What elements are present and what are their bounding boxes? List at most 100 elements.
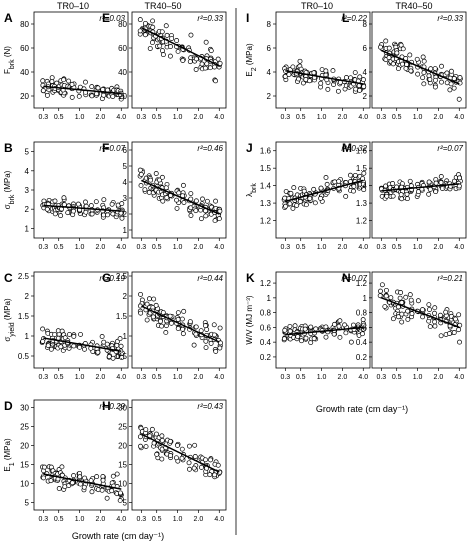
x-tick-label: 2.0 — [96, 244, 106, 251]
data-point — [282, 327, 288, 333]
data-point — [176, 190, 182, 196]
data-point — [159, 48, 165, 54]
data-point — [447, 331, 452, 336]
x-tick-label: 0.5 — [296, 114, 306, 121]
data-point — [281, 336, 287, 342]
data-point — [191, 465, 197, 471]
y-tick-label: 2 — [25, 292, 30, 301]
r-squared-label: r²=0.46 — [197, 144, 223, 153]
data-point — [388, 295, 394, 301]
data-point — [49, 75, 55, 81]
data-point — [347, 172, 353, 178]
panel-letter: D — [4, 399, 13, 413]
data-point — [137, 434, 143, 440]
data-point — [208, 48, 214, 54]
x-tick-label: 1.0 — [75, 374, 85, 381]
data-point — [158, 318, 163, 324]
data-point — [163, 329, 169, 335]
data-point — [457, 322, 463, 328]
trend-line — [285, 70, 364, 85]
data-point — [204, 198, 210, 204]
data-point — [137, 167, 143, 173]
trend-line — [381, 183, 460, 192]
y-tick-label: 6 — [123, 146, 128, 155]
data-point — [282, 195, 288, 201]
y-tick-label: 6 — [267, 44, 272, 53]
data-point — [208, 340, 214, 346]
data-point — [361, 84, 367, 89]
data-point — [75, 201, 81, 207]
panel-frame — [33, 141, 129, 239]
data-point — [409, 311, 415, 317]
data-point — [114, 471, 120, 477]
data-point — [40, 78, 46, 84]
data-point — [456, 327, 462, 333]
data-point — [325, 86, 331, 92]
y-tick-label: 0.5 — [18, 352, 30, 361]
y-tick-label: 0.6 — [356, 323, 368, 332]
data-point — [395, 66, 401, 71]
data-point — [59, 464, 65, 470]
trend-line — [43, 337, 122, 352]
data-point — [407, 52, 413, 58]
column-header-right-2: TR40–50 — [395, 1, 432, 11]
x-tick-label: 4.0 — [454, 244, 464, 251]
data-point — [290, 64, 296, 70]
data-point — [44, 92, 50, 98]
r-squared-label: r²=0.33 — [197, 14, 223, 23]
data-point — [45, 343, 51, 349]
data-point — [361, 170, 367, 176]
data-point — [397, 295, 403, 301]
data-point — [361, 322, 367, 328]
data-point — [142, 32, 148, 38]
panel-frame — [371, 271, 467, 369]
panel-letter: M — [342, 141, 352, 155]
data-point — [193, 324, 199, 330]
trend-line — [285, 179, 364, 203]
r-squared-label: r²=0.07 — [437, 144, 463, 153]
x-tick-label: 4.0 — [214, 516, 224, 523]
data-point — [163, 23, 169, 29]
data-point — [307, 196, 313, 201]
panel-letter: I — [246, 11, 249, 25]
y-tick-label: 15 — [118, 460, 127, 469]
x-tick-label: 0.5 — [54, 244, 64, 251]
panel-letter: A — [4, 11, 13, 25]
data-point — [69, 480, 75, 486]
data-point — [296, 76, 301, 82]
data-point — [109, 488, 115, 494]
y-tick-label: 40 — [20, 68, 29, 77]
data-point — [360, 181, 366, 187]
data-point — [146, 189, 152, 195]
data-point — [432, 310, 437, 316]
data-point — [336, 323, 342, 329]
data-point — [217, 208, 223, 214]
data-point — [71, 208, 76, 214]
data-point — [348, 339, 354, 345]
data-point — [295, 334, 301, 340]
data-point — [203, 338, 209, 344]
x-tick-label: 4.0 — [358, 114, 368, 121]
x-tick-label: 1.0 — [317, 244, 327, 251]
data-point — [403, 66, 409, 71]
x-axis-label-right: Growth rate (cm day⁻¹) — [316, 404, 408, 414]
data-point — [403, 294, 409, 300]
data-point — [336, 178, 342, 184]
data-point — [398, 42, 404, 48]
x-tick-label: 4.0 — [214, 114, 224, 121]
data-point — [287, 328, 293, 334]
panel-frame — [131, 399, 227, 511]
y-tick-label: 3 — [123, 194, 128, 203]
data-point — [394, 50, 400, 56]
data-point — [174, 205, 180, 211]
data-point — [52, 211, 58, 217]
data-point — [157, 43, 163, 49]
y-tick-label: 10 — [118, 479, 127, 488]
data-point — [69, 81, 75, 87]
x-tick-label: 0.3 — [280, 244, 290, 251]
data-point — [457, 75, 463, 80]
data-point — [153, 302, 159, 308]
x-tick-label: 0.3 — [136, 374, 146, 381]
